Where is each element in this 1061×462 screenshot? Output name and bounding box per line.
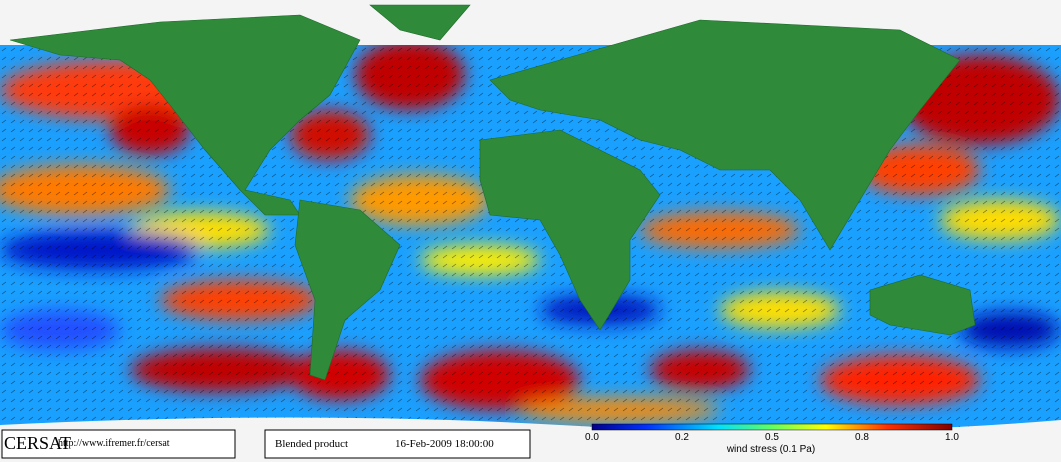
- colorbar-label: wind stress (0.1 Pa): [726, 444, 815, 455]
- product: Blended product: [275, 438, 348, 450]
- product-box: [264, 429, 531, 459]
- colorbar-gradient: [591, 423, 953, 431]
- colorbar-tick-label: 0.8: [855, 432, 869, 443]
- colorbar: wind stress (0.1 Pa) 0.0 0.2 0.5 0.8 1.0: [585, 423, 959, 455]
- colorbar-tick-label: 0.0: [585, 432, 599, 443]
- logo: CERSAT: [4, 433, 71, 453]
- footer: CERSAT http://www.ifremer.fr/cersat Blen…: [1, 429, 531, 459]
- logo-box: [1, 429, 236, 459]
- url: http://www.ifremer.fr/cersat: [58, 438, 170, 449]
- colorbar-tick-label: 0.2: [675, 432, 689, 443]
- date: 16-Feb-2009 18:00:00: [395, 438, 494, 450]
- colorbar-tick-label: 1.0: [945, 432, 959, 443]
- colorbar-tick-label: 0.5: [765, 432, 779, 443]
